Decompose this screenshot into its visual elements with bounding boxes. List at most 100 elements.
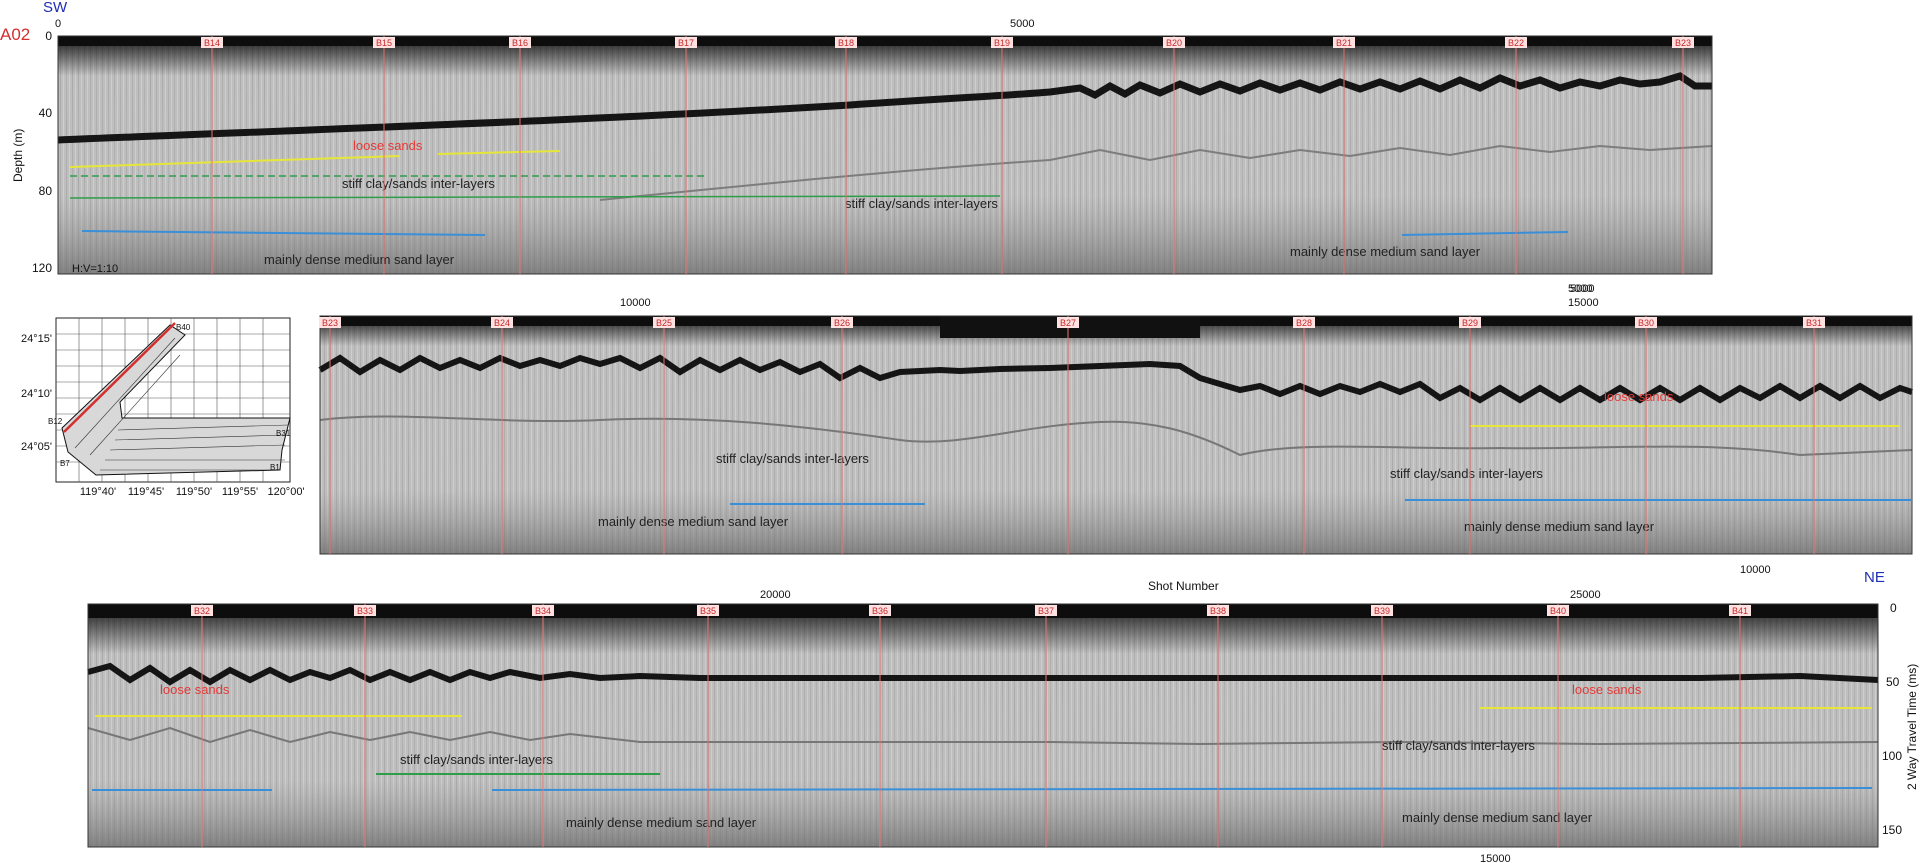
panel-3-top-tick-20000: 20000 <box>760 589 791 601</box>
borehole-label-bg-b32 <box>191 605 213 616</box>
borehole-label-bg-b29 <box>1459 317 1481 328</box>
borehole-label-b37: B37 <box>1038 606 1054 616</box>
panel-1-top-tick-0: 0 <box>55 18 61 30</box>
borehole-label-bg-b28 <box>1293 317 1315 328</box>
twt-tick-50: 50 <box>1886 675 1900 689</box>
borehole-label-bg-b40 <box>1547 605 1569 616</box>
panel-1-bottom-tick-5000: 5000 <box>1568 283 1592 295</box>
seabed-reflector-1 <box>57 72 1712 144</box>
panel-2-stiff-clay-label-2: stiff clay/sands inter-layers <box>1390 466 1543 481</box>
borehole-label-b25: B25 <box>656 318 672 328</box>
borehole-label-b20: B20 <box>1166 38 1182 48</box>
panel-2-top-tick-10000: 10000 <box>620 297 651 309</box>
borehole-label-b27: B27 <box>1060 318 1076 328</box>
scale-note: H:V=1:10 <box>72 263 118 275</box>
map-lat-tick-2: 24°10' <box>21 388 52 400</box>
map-lon-tick-1: 119°40' <box>80 486 116 498</box>
borehole-label-b36: B36 <box>872 606 888 616</box>
borehole-label-b39: B39 <box>1374 606 1390 616</box>
borehole-label-b38: B38 <box>1210 606 1226 616</box>
seismic-panel-1 <box>57 35 1713 275</box>
map-lat-tick-1: 24°15' <box>21 333 52 345</box>
map-lon-tick-3: 119°50' <box>176 486 212 498</box>
survey-footprint <box>61 324 291 476</box>
borehole-label-bg-b17 <box>675 37 697 48</box>
borehole-label-b31: B31 <box>1806 318 1822 328</box>
borehole-label-bg-b26 <box>831 317 853 328</box>
panel-3-loose-sands-label-2: loose sands <box>1572 682 1642 697</box>
panel-3-bottom-tick-15000: 15000 <box>1480 853 1511 863</box>
borehole-label-b17: B17 <box>678 38 694 48</box>
borehole-label-bg-b23 <box>1672 37 1694 48</box>
panel-1-interpretation <box>69 150 1569 236</box>
seismic-panel-2 <box>318 315 1913 555</box>
borehole-label-b16: B16 <box>512 38 528 48</box>
borehole-label-bg-b38 <box>1207 605 1229 616</box>
panel-3-stiff-clay-label-1: stiff clay/sands inter-layers <box>400 752 553 767</box>
borehole-label-bg-b24 <box>491 317 513 328</box>
borehole-label-bg-b18 <box>835 37 857 48</box>
panel-3-dense-sand-label-1: mainly dense medium sand layer <box>566 815 757 830</box>
depth-axis-label: Depth (m) <box>11 129 25 182</box>
panel-3-top-tick-25000: 25000 <box>1570 589 1601 601</box>
borehole-label-bg-b21 <box>1333 37 1355 48</box>
borehole-label-b32: B32 <box>194 606 210 616</box>
borehole-label-b26: B26 <box>834 318 850 328</box>
panel-2-top-axis: 10000 5000 15000 <box>620 283 1599 309</box>
panel-2-stiff-clay-label-1: stiff clay/sands inter-layers <box>716 451 869 466</box>
map-station-b1: B1 <box>270 463 280 472</box>
panel-1-boreholes: B14 B15 B16 B17 B18 B19 B20 B21 B22 B23 <box>201 36 1694 274</box>
panel-3-interpretation <box>92 707 1873 791</box>
borehole-label-b24: B24 <box>494 318 510 328</box>
depth-tick-40: 40 <box>39 106 53 120</box>
borehole-label-bg-b20 <box>1163 37 1185 48</box>
panel-3-twt-axis: 0 50 100 150 <box>1882 601 1902 837</box>
borehole-label-bg-b22 <box>1505 37 1527 48</box>
seabed-reflector-3 <box>87 662 1879 686</box>
depth-tick-120: 120 <box>32 261 52 275</box>
borehole-label-b18: B18 <box>838 38 854 48</box>
borehole-label-bg-b14 <box>201 37 223 48</box>
panel-1-top-tick-5000: 5000 <box>1010 18 1034 30</box>
panel-3-stiff-clay-label-2: stiff clay/sands inter-layers <box>1382 738 1535 753</box>
panel-2-boreholes: B23 B24 B25 B26 B27 B28 B29 B30 B31 <box>319 316 1825 554</box>
borehole-label-bg-b19 <box>991 37 1013 48</box>
panel-3-loose-sands-label-1: loose sands <box>160 682 230 697</box>
panel-3-boreholes: B32 B33 B34 B35 B36 B37 B38 B39 B40 B41 <box>191 604 1751 847</box>
borehole-label-bg-b30 <box>1635 317 1657 328</box>
location-map: B1 B7 B12 B40 B31 24°15' 24°10' 24°05' 1… <box>21 317 305 498</box>
sw-direction-label: SW <box>43 0 68 16</box>
borehole-label-b22: B22 <box>1508 38 1524 48</box>
borehole-label-b41: B41 <box>1732 606 1748 616</box>
borehole-label-bg-b34 <box>532 605 554 616</box>
panel-2-dense-sand-label-2: mainly dense medium sand layer <box>1464 519 1655 534</box>
panel-1-dense-sand-label-2: mainly dense medium sand layer <box>1290 244 1481 259</box>
borehole-label-b35: B35 <box>700 606 716 616</box>
borehole-label-bg-b15 <box>373 37 395 48</box>
panel-3-dense-sand-label-2: mainly dense medium sand layer <box>1402 810 1593 825</box>
map-station-b7: B7 <box>60 459 70 468</box>
borehole-label-b21: B21 <box>1336 38 1352 48</box>
borehole-label-bg-b25 <box>653 317 675 328</box>
borehole-label-b30: B30 <box>1638 318 1654 328</box>
borehole-label-b23: B23 <box>1675 38 1691 48</box>
borehole-label-bg-b39 <box>1371 605 1393 616</box>
twt-tick-100: 100 <box>1882 749 1902 763</box>
panel-2-labels: loose sands stiff clay/sands inter-layer… <box>598 389 1674 534</box>
panel-1-stiff-clay-label-1: stiff clay/sands inter-layers <box>342 176 495 191</box>
borehole-label-b28: B28 <box>1296 318 1312 328</box>
borehole-label-bg-b36 <box>869 605 891 616</box>
map-lon-tick-4: 119°55' <box>222 486 258 498</box>
panel-2-top-tick-15000: 15000 <box>1568 297 1599 309</box>
borehole-label-b40: B40 <box>1550 606 1566 616</box>
map-lon-tick-5: 120°00' <box>267 486 304 498</box>
borehole-label-b33: B33 <box>357 606 373 616</box>
borehole-label-b14: B14 <box>204 38 220 48</box>
panel-1-labels: loose sands stiff clay/sands inter-layer… <box>264 138 1481 267</box>
panel-1-loose-sands-label: loose sands <box>353 138 423 153</box>
borehole-label-b19: B19 <box>994 38 1010 48</box>
twt-tick-0: 0 <box>1890 601 1897 615</box>
panel-1-stiff-clay-label-2: stiff clay/sands inter-layers <box>845 196 998 211</box>
borehole-label-b15: B15 <box>376 38 392 48</box>
map-lon-tick-2: 119°45' <box>128 486 164 498</box>
